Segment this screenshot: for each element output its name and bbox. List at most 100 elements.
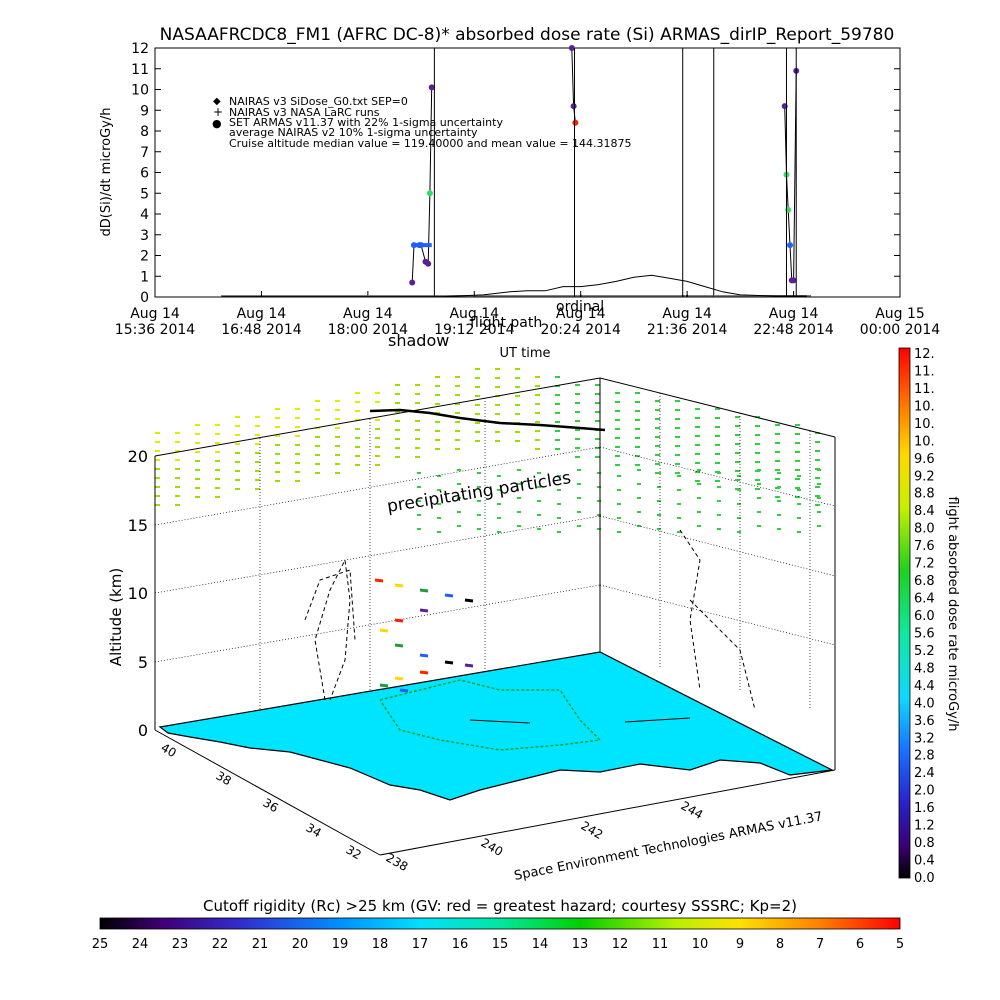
track-dash — [399, 688, 409, 693]
cutoff-bar-tick: 13 — [572, 937, 589, 952]
x-tick-label-date: Aug 14 — [449, 306, 499, 322]
dose-colorbar-gradient — [898, 347, 911, 879]
figure-title: NASAAFRCDC8_FM1 (AFRC DC-8)* absorbed do… — [160, 25, 895, 45]
dose-colorbar-tick: 8.8 — [914, 487, 935, 502]
dose-colorbar-tick: 5.2 — [914, 644, 935, 659]
y-tick-label: 12 — [131, 41, 149, 57]
flight-track-3d — [374, 578, 474, 693]
overlay-label-shadow: shadow — [388, 331, 449, 350]
x-tick-label-time: 22:48 2014 — [753, 322, 834, 338]
dose-colorbar-tick: 3.6 — [914, 714, 935, 729]
flight-3d-scene: 0 5 10 15 20 Altitude (km) precipitating par… — [107, 368, 836, 884]
cutoff-bar-tick: 24 — [132, 937, 149, 952]
dose-colorbar-ticks: 12. 11. 11. 10. 10. 10. 9.6 9.2 8.8 8.4 8.0 7.6 7.2 6… — [914, 347, 935, 886]
grid-z10-right — [599, 515, 836, 577]
cutoff-bar-tick: 7 — [816, 937, 824, 952]
dose-colorbar-tick: 9.6 — [914, 452, 935, 467]
legend-text-2: SET ARMAS v11.37 with 22% 1-sigma uncert… — [229, 116, 503, 129]
cutoff-bar-label: Cutoff rigidity (Rc) >25 km (GV: red = g… — [203, 897, 797, 915]
cutoff-bar-tick: 12 — [612, 937, 629, 952]
cutoff-bar-ticks: 25 24 23 22 21 20 19 18 17 16 15 14 13 12 11 10 9 8 7 6 5 — [92, 937, 904, 952]
track-dash — [419, 653, 429, 658]
x-tick-label-date: Aug 14 — [556, 306, 606, 322]
data-series-group — [221, 45, 812, 298]
dose-colorbar-tick: 5.6 — [914, 626, 935, 641]
altitude-ticks: 0 5 10 15 20 — [128, 447, 148, 740]
y-tick-label: 8 — [140, 124, 149, 140]
latitude-tick-label: 38 — [214, 768, 234, 788]
x-tick-label-time: 15:36 2014 — [115, 322, 196, 338]
track-dash — [394, 643, 404, 648]
dose-colorbar-tick: 2.0 — [914, 784, 935, 799]
dose-colorbar-tick: 11. — [914, 382, 935, 397]
cutoff-bar-tick: 8 — [776, 937, 784, 952]
legend: ◆ NAIRAS v3 SiDose_G0.txt SEP=0 + NAIRAS… — [212, 95, 632, 150]
x-tick-label-time: 19:12 2014 — [434, 322, 515, 338]
grid-z10-left — [154, 515, 601, 594]
track-dash — [464, 598, 474, 603]
cutoff-bar-tick: 10 — [692, 937, 709, 952]
cutoff-bar-tick: 21 — [252, 937, 269, 952]
track-dash — [444, 660, 454, 665]
data-point — [572, 119, 579, 126]
track-dash — [419, 670, 429, 675]
x-tick-label-date: Aug 14 — [769, 306, 819, 322]
dose-colorbar-tick: 2.4 — [914, 766, 935, 781]
dose-colorbar: 12. 11. 11. 10. 10. 10. 9.6 9.2 8.8 8.4 8.0 7.6 7.2 6… — [898, 347, 960, 886]
dose-colorbar-tick: 4.4 — [914, 679, 935, 694]
x-tick-label-time: 20:24 2014 — [540, 322, 621, 338]
dose-colorbar-tick: 6.8 — [914, 574, 935, 589]
legend-text-0: NAIRAS v3 SiDose_G0.txt SEP=0 — [229, 95, 408, 108]
dose-colorbar-tick: 10. — [914, 434, 935, 449]
right-wall-profile — [679, 529, 756, 711]
cutoff-bar-tick: 17 — [412, 937, 429, 952]
precipitating-particles-annotation: precipitating particles — [386, 468, 573, 517]
dose-colorbar-tick: 6.0 — [914, 609, 935, 624]
overlay-label-flight-path: flight path — [470, 315, 542, 331]
y-tick-label: 0 — [140, 290, 149, 306]
dose-colorbar-tick: 11. — [914, 364, 935, 379]
track-dash — [379, 628, 389, 633]
data-point — [568, 45, 575, 51]
legend-marker-2: ● — [212, 117, 222, 130]
track-dash — [419, 588, 429, 593]
legend-marker-1: + — [213, 105, 223, 119]
y-tick-label: 7 — [140, 145, 149, 161]
cutoff-bar-tick: 20 — [292, 937, 309, 952]
track-dash — [374, 578, 384, 583]
data-point — [570, 103, 577, 110]
grid-lines — [154, 393, 836, 710]
dose-colorbar-tick: 0.8 — [914, 836, 935, 851]
x-tick-label-time: 21:36 2014 — [647, 322, 728, 338]
legend-text-4: Cruise altitude median value = 119.40000… — [229, 137, 632, 150]
altitude-tick-label: 0 — [138, 721, 148, 740]
cutoff-bar-tick: 6 — [856, 937, 864, 952]
dose-colorbar-tick: 10. — [914, 417, 935, 432]
y-tick-label: 1 — [140, 269, 149, 285]
grid-z5-left — [154, 584, 601, 663]
dose-colorbar-tick: 6.4 — [914, 592, 935, 607]
x-tick-label-time: 00:00 2014 — [860, 322, 941, 338]
dose-colorbar-tick: 0.0 — [914, 871, 935, 886]
x-tick-label-date: Aug 14 — [343, 306, 393, 322]
back-top-right-edge — [599, 377, 836, 438]
track-dash — [379, 683, 389, 688]
cutoff-bar-tick: 23 — [172, 937, 189, 952]
dose-colorbar-tick: 1.2 — [914, 819, 935, 834]
latitude-tick-label: 36 — [261, 795, 281, 815]
y-tick-label: 10 — [131, 83, 149, 99]
cutoff-bar-tick: 16 — [452, 937, 469, 952]
x-tick-label-date: Aug 14 — [130, 306, 180, 322]
latitude-tick-label: 32 — [344, 842, 364, 862]
cyan-map-floor — [158, 651, 835, 801]
grid-z15-right — [599, 446, 836, 507]
dose-colorbar-tick: 3.2 — [914, 731, 935, 746]
y-tick-label: 9 — [140, 103, 149, 119]
altitude-tick-label: 10 — [128, 584, 148, 603]
data-point — [787, 242, 794, 249]
longitude-tick-label: 244 — [679, 798, 706, 822]
latitude-ticks: 40 38 36 34 32 — [159, 740, 364, 862]
dose-colorbar-tick: 1.6 — [914, 801, 935, 816]
